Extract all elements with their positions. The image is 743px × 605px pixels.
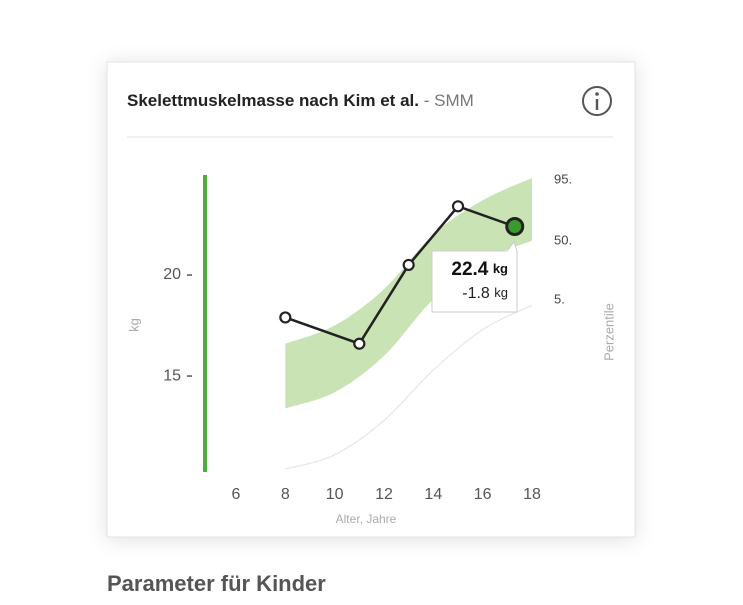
- unit: kg: [493, 261, 508, 276]
- tooltip-value: 22.4 kg: [451, 259, 508, 280]
- x-tick-label: 6: [232, 486, 241, 503]
- tooltip: 22.4 kg-1.8 kg: [431, 240, 518, 313]
- card: [106, 61, 636, 538]
- point: [279, 311, 292, 324]
- subtitle: - SMM: [424, 91, 474, 110]
- y-axis-label: kg: [126, 318, 141, 332]
- x-axis-label: Alter, Jahre: [336, 512, 397, 526]
- current-point: [505, 217, 525, 237]
- unit: kg: [494, 285, 508, 300]
- point: [402, 258, 415, 272]
- delta: -1.8: [462, 285, 490, 302]
- x-tick-label: 10: [326, 486, 344, 503]
- x-tick-label: 12: [375, 486, 393, 503]
- y-tick-label: 15: [163, 367, 181, 384]
- x-tick-label: 14: [424, 486, 442, 503]
- point: [353, 337, 366, 350]
- title: Skelettmuskelmasse nach Kim et al.: [127, 91, 419, 110]
- info-icon[interactable]: [582, 86, 612, 116]
- range-bar: [203, 175, 207, 472]
- y-tick-label: 20: [163, 266, 181, 283]
- percentile-label: 95.: [554, 171, 572, 186]
- x-tick-label: 8: [281, 486, 290, 503]
- tooltip-box: [431, 240, 518, 313]
- x-tick-label: 16: [474, 486, 492, 503]
- percentile-label: 50.: [554, 232, 572, 247]
- percentile-band: [285, 178, 532, 409]
- percentile-label: 5.: [554, 291, 565, 306]
- tooltip-delta: -1.8 kg: [462, 285, 508, 302]
- percentile-line: [285, 304, 533, 470]
- x-tick-label: 18: [523, 486, 541, 503]
- y2-axis-label: Perzentile: [601, 303, 616, 361]
- point: [451, 200, 465, 213]
- value: 22.4: [451, 259, 488, 280]
- caption: Parameter für Kinder: [107, 571, 326, 596]
- card-title: Skelettmuskelmasse nach Kim et al. - SMM: [127, 91, 474, 110]
